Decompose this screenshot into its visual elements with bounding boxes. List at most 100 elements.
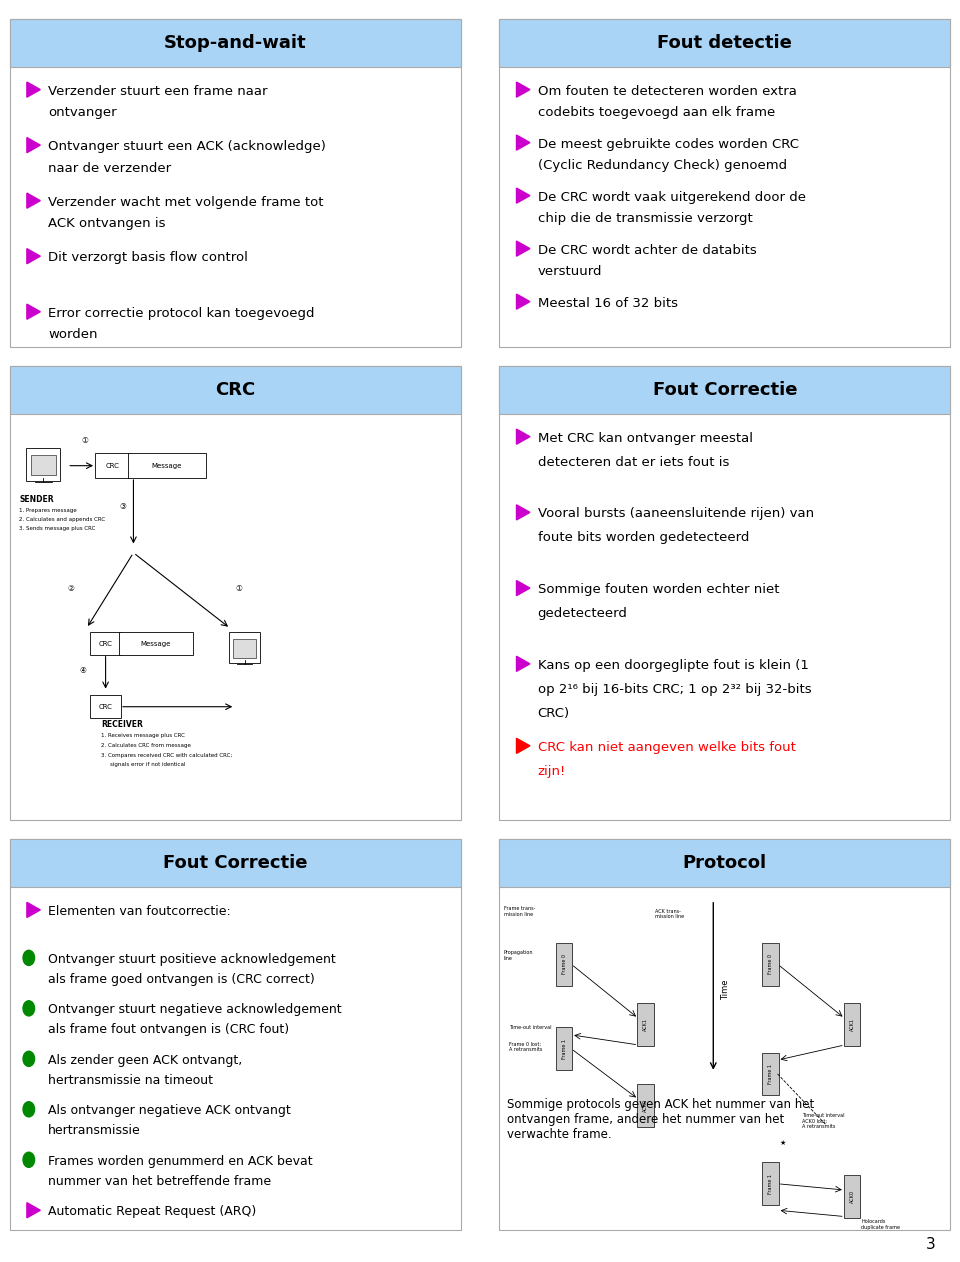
Text: CRC): CRC)	[538, 707, 569, 719]
Text: Time-out interval: Time-out interval	[509, 1025, 551, 1030]
Text: ③: ③	[119, 501, 126, 511]
Text: Frame 0: Frame 0	[768, 954, 773, 974]
Text: verstuurd: verstuurd	[538, 265, 602, 278]
FancyBboxPatch shape	[95, 453, 130, 478]
Polygon shape	[516, 581, 530, 596]
FancyBboxPatch shape	[10, 366, 461, 414]
Text: zijn!: zijn!	[538, 765, 565, 777]
Text: gedetecteerd: gedetecteerd	[538, 607, 628, 620]
FancyBboxPatch shape	[10, 839, 461, 1230]
FancyBboxPatch shape	[27, 448, 60, 481]
Text: 2. Calculates CRC from message: 2. Calculates CRC from message	[101, 743, 191, 748]
Text: De CRC wordt achter de databits: De CRC wordt achter de databits	[538, 244, 756, 256]
FancyBboxPatch shape	[90, 695, 121, 718]
Text: Fout Correctie: Fout Correctie	[653, 381, 797, 399]
Text: Fout Correctie: Fout Correctie	[163, 854, 307, 872]
Text: worden: worden	[48, 328, 98, 341]
FancyBboxPatch shape	[762, 1053, 779, 1095]
Text: ACK0: ACK0	[643, 1099, 648, 1112]
Text: Als ontvanger negatieve ACK ontvangt: Als ontvanger negatieve ACK ontvangt	[48, 1104, 291, 1117]
Polygon shape	[516, 656, 530, 671]
Polygon shape	[516, 294, 530, 309]
Polygon shape	[516, 135, 530, 150]
FancyBboxPatch shape	[762, 1162, 779, 1205]
Text: Frame 1: Frame 1	[768, 1064, 773, 1084]
FancyBboxPatch shape	[499, 839, 950, 1230]
Text: Frame 1: Frame 1	[562, 1039, 566, 1059]
Text: hertransmissie na timeout: hertransmissie na timeout	[48, 1074, 213, 1087]
Circle shape	[23, 1051, 35, 1066]
Text: ②: ②	[67, 583, 74, 593]
Circle shape	[23, 1102, 35, 1117]
Text: CRC: CRC	[215, 381, 255, 399]
Text: Time-out interval: Time-out interval	[802, 1113, 844, 1118]
Text: Frame 0: Frame 0	[562, 954, 566, 974]
Text: ACK0 lost;
A retransmits: ACK0 lost; A retransmits	[802, 1118, 835, 1129]
Polygon shape	[27, 1203, 40, 1218]
Text: Met CRC kan ontvanger meestal: Met CRC kan ontvanger meestal	[538, 432, 753, 444]
FancyBboxPatch shape	[10, 19, 461, 347]
FancyBboxPatch shape	[128, 453, 206, 478]
Text: Holocards
duplicate frame: Holocards duplicate frame	[861, 1219, 900, 1230]
FancyBboxPatch shape	[844, 1003, 860, 1046]
Text: hertransmissie: hertransmissie	[48, 1124, 141, 1137]
FancyBboxPatch shape	[10, 366, 461, 820]
Text: Message: Message	[152, 463, 182, 468]
Text: 3. Compares received CRC with calculated CRC;: 3. Compares received CRC with calculated…	[101, 753, 232, 758]
Text: Automatic Repeat Request (ARQ): Automatic Repeat Request (ARQ)	[48, 1205, 256, 1218]
Text: CRC: CRC	[99, 641, 112, 646]
Text: Error correctie protocol kan toegevoegd: Error correctie protocol kan toegevoegd	[48, 307, 315, 319]
FancyBboxPatch shape	[762, 943, 779, 986]
Polygon shape	[27, 82, 40, 97]
FancyBboxPatch shape	[119, 632, 193, 655]
Text: Time: Time	[721, 979, 730, 1000]
Text: Ontvanger stuurt positieve acknowledgement: Ontvanger stuurt positieve acknowledgeme…	[48, 953, 336, 965]
FancyBboxPatch shape	[233, 639, 256, 658]
Text: Vooral bursts (aaneensluitende rijen) van: Vooral bursts (aaneensluitende rijen) va…	[538, 507, 814, 520]
Text: foute bits worden gedetecteerd: foute bits worden gedetecteerd	[538, 531, 749, 544]
Text: Frame 1: Frame 1	[768, 1174, 773, 1194]
Text: Message: Message	[141, 641, 171, 646]
Text: CRC kan niet aangeven welke bits fout: CRC kan niet aangeven welke bits fout	[538, 741, 796, 753]
FancyBboxPatch shape	[556, 1027, 572, 1070]
Text: nummer van het betreffende frame: nummer van het betreffende frame	[48, 1175, 271, 1188]
FancyBboxPatch shape	[499, 19, 950, 67]
Text: ★: ★	[780, 1140, 786, 1146]
Text: Verzender stuurt een frame naar: Verzender stuurt een frame naar	[48, 85, 268, 97]
Text: ④: ④	[80, 665, 86, 675]
Text: codebits toegevoegd aan elk frame: codebits toegevoegd aan elk frame	[538, 106, 775, 119]
Text: Fout detectie: Fout detectie	[658, 34, 792, 52]
FancyBboxPatch shape	[31, 454, 56, 476]
FancyBboxPatch shape	[229, 632, 260, 663]
Text: Dit verzorgt basis flow control: Dit verzorgt basis flow control	[48, 251, 248, 264]
Text: Frame trans-
mission line: Frame trans- mission line	[504, 906, 536, 917]
Text: als frame goed ontvangen is (CRC correct): als frame goed ontvangen is (CRC correct…	[48, 973, 315, 986]
Text: ACK1: ACK1	[643, 1018, 648, 1031]
Text: Meestal 16 of 32 bits: Meestal 16 of 32 bits	[538, 297, 678, 309]
Circle shape	[23, 1152, 35, 1167]
Polygon shape	[516, 82, 530, 97]
Text: 2. Calculates and appends CRC: 2. Calculates and appends CRC	[19, 517, 106, 522]
FancyBboxPatch shape	[499, 839, 950, 887]
Polygon shape	[516, 241, 530, 256]
Text: CRC: CRC	[99, 704, 112, 709]
Text: Stop-and-wait: Stop-and-wait	[164, 34, 306, 52]
Text: Elementen van foutcorrectie:: Elementen van foutcorrectie:	[48, 905, 230, 917]
Text: RECEIVER: RECEIVER	[101, 719, 143, 729]
FancyBboxPatch shape	[10, 19, 461, 67]
Text: Ontvanger stuurt een ACK (acknowledge): Ontvanger stuurt een ACK (acknowledge)	[48, 140, 325, 153]
Polygon shape	[27, 193, 40, 208]
Text: Als zender geen ACK ontvangt,: Als zender geen ACK ontvangt,	[48, 1054, 242, 1066]
Polygon shape	[27, 304, 40, 319]
Polygon shape	[516, 505, 530, 520]
Text: chip die de transmissie verzorgt: chip die de transmissie verzorgt	[538, 212, 753, 225]
Polygon shape	[27, 902, 40, 917]
Circle shape	[23, 950, 35, 965]
Text: Propagation
line: Propagation line	[504, 950, 534, 962]
Text: ①: ①	[235, 583, 242, 593]
Text: (Cyclic Redundancy Check) genoemd: (Cyclic Redundancy Check) genoemd	[538, 159, 787, 172]
FancyBboxPatch shape	[10, 839, 461, 887]
Text: ACK ontvangen is: ACK ontvangen is	[48, 217, 165, 230]
Polygon shape	[516, 188, 530, 203]
Text: Sommige fouten worden echter niet: Sommige fouten worden echter niet	[538, 583, 780, 596]
